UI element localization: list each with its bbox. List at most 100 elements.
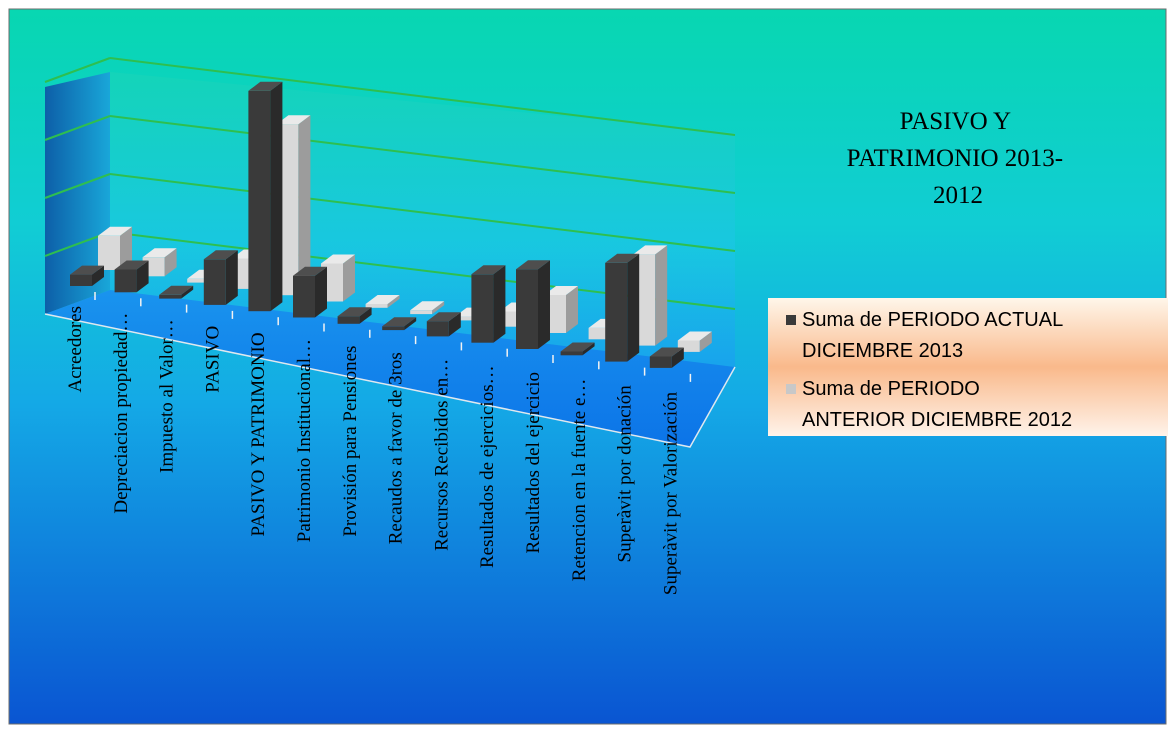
bar-front-face [203,259,226,305]
bar-top-face [203,250,238,260]
gridline [109,173,736,252]
bar-actual-6 [293,266,327,318]
bar-top-face [70,265,104,275]
bar-actual-5 [248,81,283,312]
category-label: PASIVO Y PATRIMONIO [248,332,269,536]
side-wall [45,72,110,314]
bar-side-face [671,347,684,368]
legend-label-actual-line-1: Suma de PERIODO ACTUAL [802,309,1063,331]
bar-side-face [699,331,712,352]
bar-top-face [114,260,149,270]
bar-anterior-8 [410,301,445,315]
bar-side-face [655,245,668,346]
legend-label-anterior-line-1: Suma de PERIODO [802,378,980,400]
bar-front-face [516,269,538,349]
bar-side-face [582,342,595,356]
bar-side-face [315,266,327,318]
gridline-side [44,173,111,199]
bar-front-face [454,316,477,321]
bar-top-face [677,331,712,341]
bar-top-face [516,260,550,270]
legend-label-actual: Suma de PERIODO ACTUAL DICIEMBRE 2013 [802,309,1068,362]
category-label: Superàvit por Valorización [660,391,681,595]
bar-front-face [248,90,271,312]
bar-top-face [248,81,283,91]
legend-label-anterior-line-2: ANTERIOR DICIEMBRE 2012 [802,409,1072,431]
bar-top-face [276,115,311,125]
bar-actual-9 [426,312,461,337]
bar-front-face [159,294,182,299]
bar-top-face [365,295,400,304]
bar-front-face [426,321,449,337]
bar-actual-2 [114,260,149,293]
bar-side-face [181,285,194,299]
bar-side-face [493,265,506,343]
bar-top-face [633,245,668,255]
bar-side-face [270,81,283,312]
category-label: Acreedores [65,306,86,393]
bar-side-face [343,254,355,302]
bar-actual-4 [203,250,238,305]
bar-front-face [410,310,433,315]
bar-side-face [404,317,417,331]
bar-side-face [359,307,372,324]
bar-front-face [649,356,672,368]
bar-front-face [471,274,494,343]
bar-side-face [92,265,104,286]
legend-swatch-anterior [786,384,796,394]
bar-front-face [187,278,210,283]
bar-side-face [538,260,550,349]
gridline-side [44,115,111,141]
category-label: Recaudos a favor de 3ros [386,352,407,544]
chart-title: PASIVO Y PATRIMONIO 2013- 2012 [847,108,1070,209]
bar-top-face [605,253,640,263]
bar-actual-11 [516,260,550,349]
bar-front-face [560,351,583,356]
gridline-side [44,57,111,83]
bar-actual-1 [70,265,104,286]
bar-top-face [293,266,327,276]
floor-front-edge [44,313,736,448]
bar-side-face [225,250,238,305]
gridline [109,57,736,136]
bar-side-face [432,301,445,315]
bar-top-face [142,248,177,258]
bar-side-face [566,286,578,333]
category-labels: Acreedores Depreciacion propiedad… Impuest… [65,292,692,595]
bar-top-face [159,285,194,295]
bar-side-face [120,226,132,270]
chart-floor [45,290,735,447]
bar-side-face [448,312,461,337]
category-label: Patrimonio Institucional… [294,339,315,542]
bar-front-face [365,304,388,308]
bar-top-face [544,286,578,295]
legend-label-actual-line-2: DICIEMBRE 2013 [802,340,963,362]
bar-actual-13 [605,253,640,362]
chart-title-line-3: 2012 [933,182,983,209]
bar-top-face [471,265,506,275]
bar-top-face [426,312,461,322]
category-label: Retencion en la fuente e… [569,379,590,582]
bar-front-face [605,262,628,362]
category-label: Impuesto al Valor… [157,319,178,473]
gridline [109,115,736,194]
gridlines [44,57,736,310]
bar-front-face [114,269,137,293]
bar-actual-10 [471,265,506,343]
bar-anterior-1 [98,226,132,270]
bar-top-face [649,347,684,357]
bar-side-face [164,248,177,277]
bar-actual-12 [560,342,595,356]
bar-front-face [293,275,315,318]
category-label: PASIVO [202,326,223,393]
bar-front-face [98,235,120,270]
legend-label-anterior: Suma de PERIODO ANTERIOR DICIEMBRE 2012 [802,378,1072,431]
bar-top-face [410,301,445,311]
bar-top-face [98,226,132,236]
bar-top-face [321,254,355,264]
bar-side-face [627,253,640,362]
category-label: Resultados de ejercicios… [477,365,498,568]
category-label: Resultados del ejercicio [523,372,544,554]
category-label: Provisión para Pensiones [340,346,361,537]
